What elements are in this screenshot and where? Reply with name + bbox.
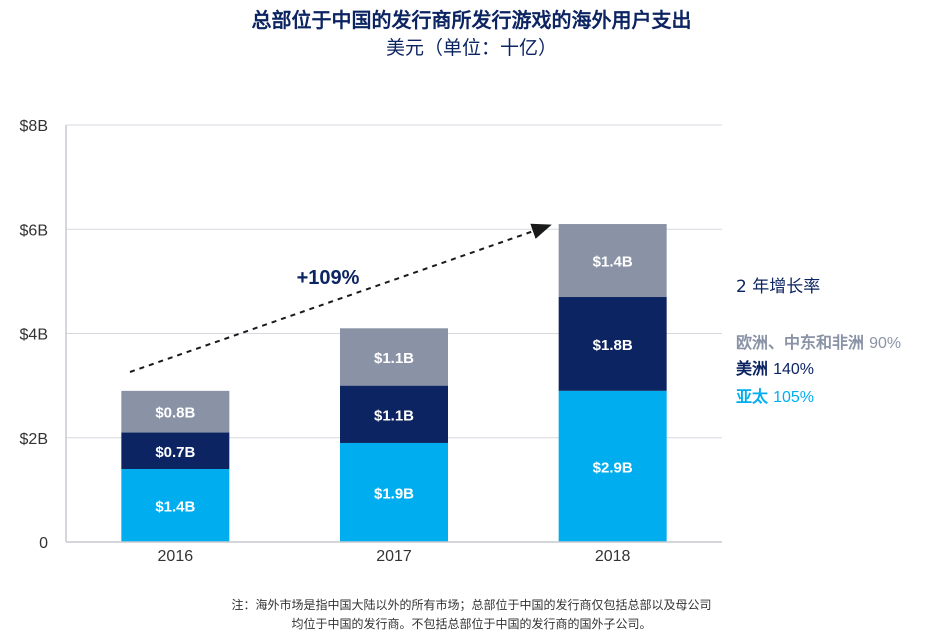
bar-segment — [340, 328, 448, 386]
data-label: $2.9B — [593, 459, 633, 476]
legend-item-americas: 美洲 140% — [736, 355, 814, 379]
legend-item-rate: 90% — [869, 335, 902, 352]
chart-subtitle: 美元（单位：十亿） — [385, 37, 557, 59]
bar-segment — [121, 432, 230, 470]
bar-segment — [121, 390, 230, 433]
data-label: $1.8B — [593, 337, 633, 354]
bar-segment — [558, 390, 667, 542]
data-label: $1.1B — [374, 350, 414, 367]
x-tick-label: 2017 — [376, 548, 412, 565]
legend-item-rate: 140% — [773, 361, 815, 378]
legend-title: 2 年增长率 — [736, 277, 821, 297]
bar-segment — [121, 469, 230, 542]
data-label: $0.7B — [155, 444, 195, 461]
bars — [121, 224, 667, 542]
data-label: $1.4B — [155, 499, 195, 516]
data-label: $1.4B — [593, 254, 633, 271]
bar-segment — [558, 297, 667, 391]
data-label: $0.8B — [155, 405, 195, 422]
footnote-line: 注：海外市场是指中国大陆以外的所有市场；总部位于中国的发行商仅包括总部以及母公司 — [231, 598, 712, 612]
x-tick-label: 2016 — [158, 548, 194, 565]
y-tick-label: $6B — [20, 222, 48, 239]
data-labels: $1.4B $0.7B $0.8B $1.9B $1.1B $1.1B $2.9B $1.8B… — [155, 254, 633, 516]
footnote: 注：海外市场是指中国大陆以外的所有市场；总部位于中国的发行商仅包括总部以及母公司… — [0, 596, 943, 634]
data-label: $1.1B — [374, 407, 414, 424]
legend-item-name: 美洲 — [736, 359, 769, 378]
data-label: $1.9B — [374, 485, 414, 502]
x-tick-label: 2018 — [595, 548, 631, 565]
legend-item-rate: 105% — [773, 389, 815, 406]
y-tick-label: $8B — [20, 118, 48, 135]
bar-segment — [340, 442, 448, 542]
bar-segment — [558, 224, 667, 298]
bar-segment — [340, 385, 448, 443]
growth-annotation: +109% — [297, 267, 360, 289]
chart-title: 总部位于中国的发行商所发行游戏的海外用户支出 — [251, 8, 692, 32]
legend-item-emea: 欧洲、中东和非洲 90% — [736, 329, 901, 353]
footnote-line: 均位于中国的发行商。不包括总部位于中国的发行商的国外子公司。 — [291, 617, 652, 631]
legend-item-name: 欧洲、中东和非洲 — [736, 333, 865, 352]
y-tick-label: $4B — [20, 327, 48, 344]
y-tick-label: 0 — [39, 535, 48, 552]
axes: 0 $2B $4B $6B $8B 2016 2017 2018 — [20, 118, 722, 565]
legend-item-apac: 亚太 105% — [736, 383, 814, 407]
legend-item-name: 亚太 — [736, 387, 769, 406]
stacked-bar-chart: $1.4B $0.7B $0.8B $1.9B $1.1B $1.1B $2.9B $1.8B… — [20, 118, 722, 565]
y-tick-label: $2B — [20, 431, 48, 448]
trend-arrow — [129, 223, 552, 373]
